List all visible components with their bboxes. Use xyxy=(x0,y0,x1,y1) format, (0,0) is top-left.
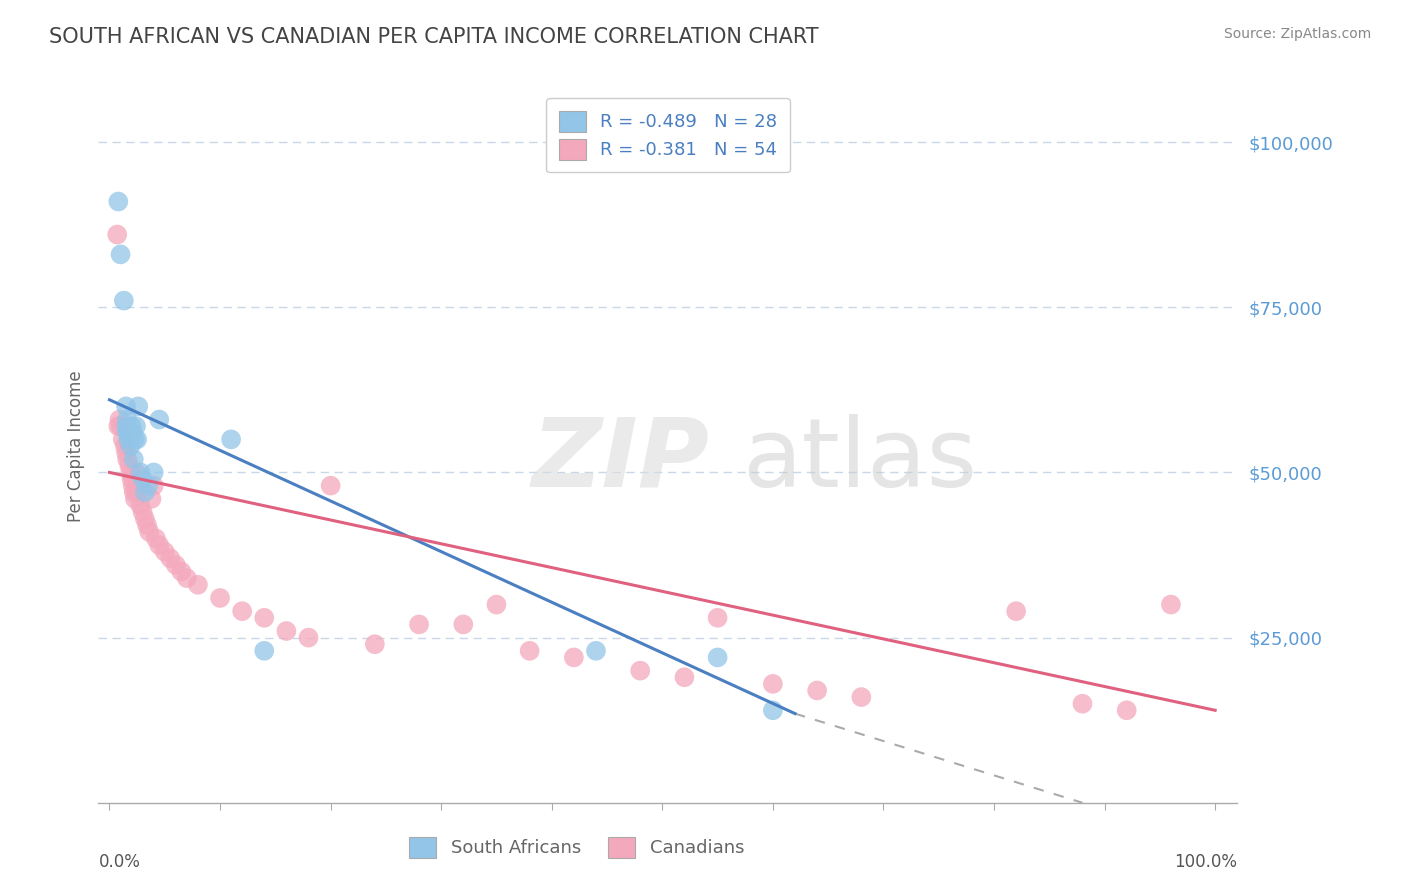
Point xyxy=(851,690,873,704)
Point xyxy=(364,637,387,651)
Point xyxy=(762,677,785,691)
Point xyxy=(159,551,181,566)
Point xyxy=(107,194,129,209)
Point xyxy=(115,412,138,426)
Text: 0.0%: 0.0% xyxy=(98,853,141,871)
Point xyxy=(127,485,149,500)
Point xyxy=(276,624,298,638)
Point xyxy=(115,400,138,414)
Point xyxy=(115,452,138,467)
Point xyxy=(1115,703,1137,717)
Point xyxy=(1160,598,1182,612)
Text: ZIP: ZIP xyxy=(531,414,709,507)
Text: atlas: atlas xyxy=(742,414,977,507)
Text: 100.0%: 100.0% xyxy=(1174,853,1237,871)
Legend: South Africans, Canadians: South Africans, Canadians xyxy=(402,830,751,865)
Point xyxy=(762,703,785,717)
Point xyxy=(585,644,607,658)
Point xyxy=(127,478,149,492)
Point xyxy=(148,538,170,552)
Point xyxy=(148,412,170,426)
Point xyxy=(142,466,165,480)
Point xyxy=(121,425,143,440)
Point xyxy=(408,617,430,632)
Point xyxy=(1071,697,1094,711)
Point xyxy=(112,293,135,308)
Point xyxy=(118,425,141,440)
Point xyxy=(131,505,153,519)
Point xyxy=(115,445,138,459)
Point xyxy=(129,499,152,513)
Point xyxy=(120,439,142,453)
Point xyxy=(485,598,508,612)
Point xyxy=(142,478,165,492)
Point xyxy=(297,631,319,645)
Point xyxy=(121,472,143,486)
Point xyxy=(121,419,143,434)
Point xyxy=(138,524,160,539)
Point xyxy=(127,400,149,414)
Point xyxy=(124,433,146,447)
Point xyxy=(121,478,143,492)
Point xyxy=(127,433,149,447)
Point xyxy=(673,670,696,684)
Point xyxy=(519,644,541,658)
Point xyxy=(110,419,132,434)
Point xyxy=(118,458,141,473)
Point xyxy=(141,491,163,506)
Point xyxy=(136,518,159,533)
Point xyxy=(115,425,138,440)
Point xyxy=(120,466,142,480)
Point xyxy=(209,591,232,605)
Point xyxy=(108,412,131,426)
Point xyxy=(125,419,148,434)
Text: Source: ZipAtlas.com: Source: ZipAtlas.com xyxy=(1223,27,1371,41)
Point xyxy=(125,466,148,480)
Point xyxy=(134,511,156,525)
Point xyxy=(319,478,342,492)
Point xyxy=(122,485,145,500)
Point xyxy=(129,466,152,480)
Point xyxy=(706,611,728,625)
Point xyxy=(453,617,475,632)
Point xyxy=(111,433,134,447)
Point xyxy=(219,433,242,447)
Point xyxy=(187,578,209,592)
Point xyxy=(170,565,193,579)
Point xyxy=(122,452,145,467)
Point xyxy=(806,683,828,698)
Point xyxy=(153,545,176,559)
Point xyxy=(134,485,156,500)
Point xyxy=(136,478,159,492)
Text: SOUTH AFRICAN VS CANADIAN PER CAPITA INCOME CORRELATION CHART: SOUTH AFRICAN VS CANADIAN PER CAPITA INC… xyxy=(49,27,818,46)
Point xyxy=(628,664,651,678)
Point xyxy=(114,439,136,453)
Y-axis label: Per Capita Income: Per Capita Income xyxy=(66,370,84,522)
Point xyxy=(562,650,585,665)
Point xyxy=(253,644,276,658)
Point xyxy=(706,650,728,665)
Point xyxy=(231,604,253,618)
Point xyxy=(145,532,167,546)
Point xyxy=(253,611,276,625)
Point xyxy=(115,419,138,434)
Point xyxy=(1005,604,1028,618)
Point xyxy=(117,433,139,447)
Point xyxy=(110,247,132,261)
Point xyxy=(176,571,198,585)
Point xyxy=(165,558,187,572)
Point xyxy=(107,419,129,434)
Point xyxy=(131,472,153,486)
Point xyxy=(105,227,128,242)
Point xyxy=(124,491,146,506)
